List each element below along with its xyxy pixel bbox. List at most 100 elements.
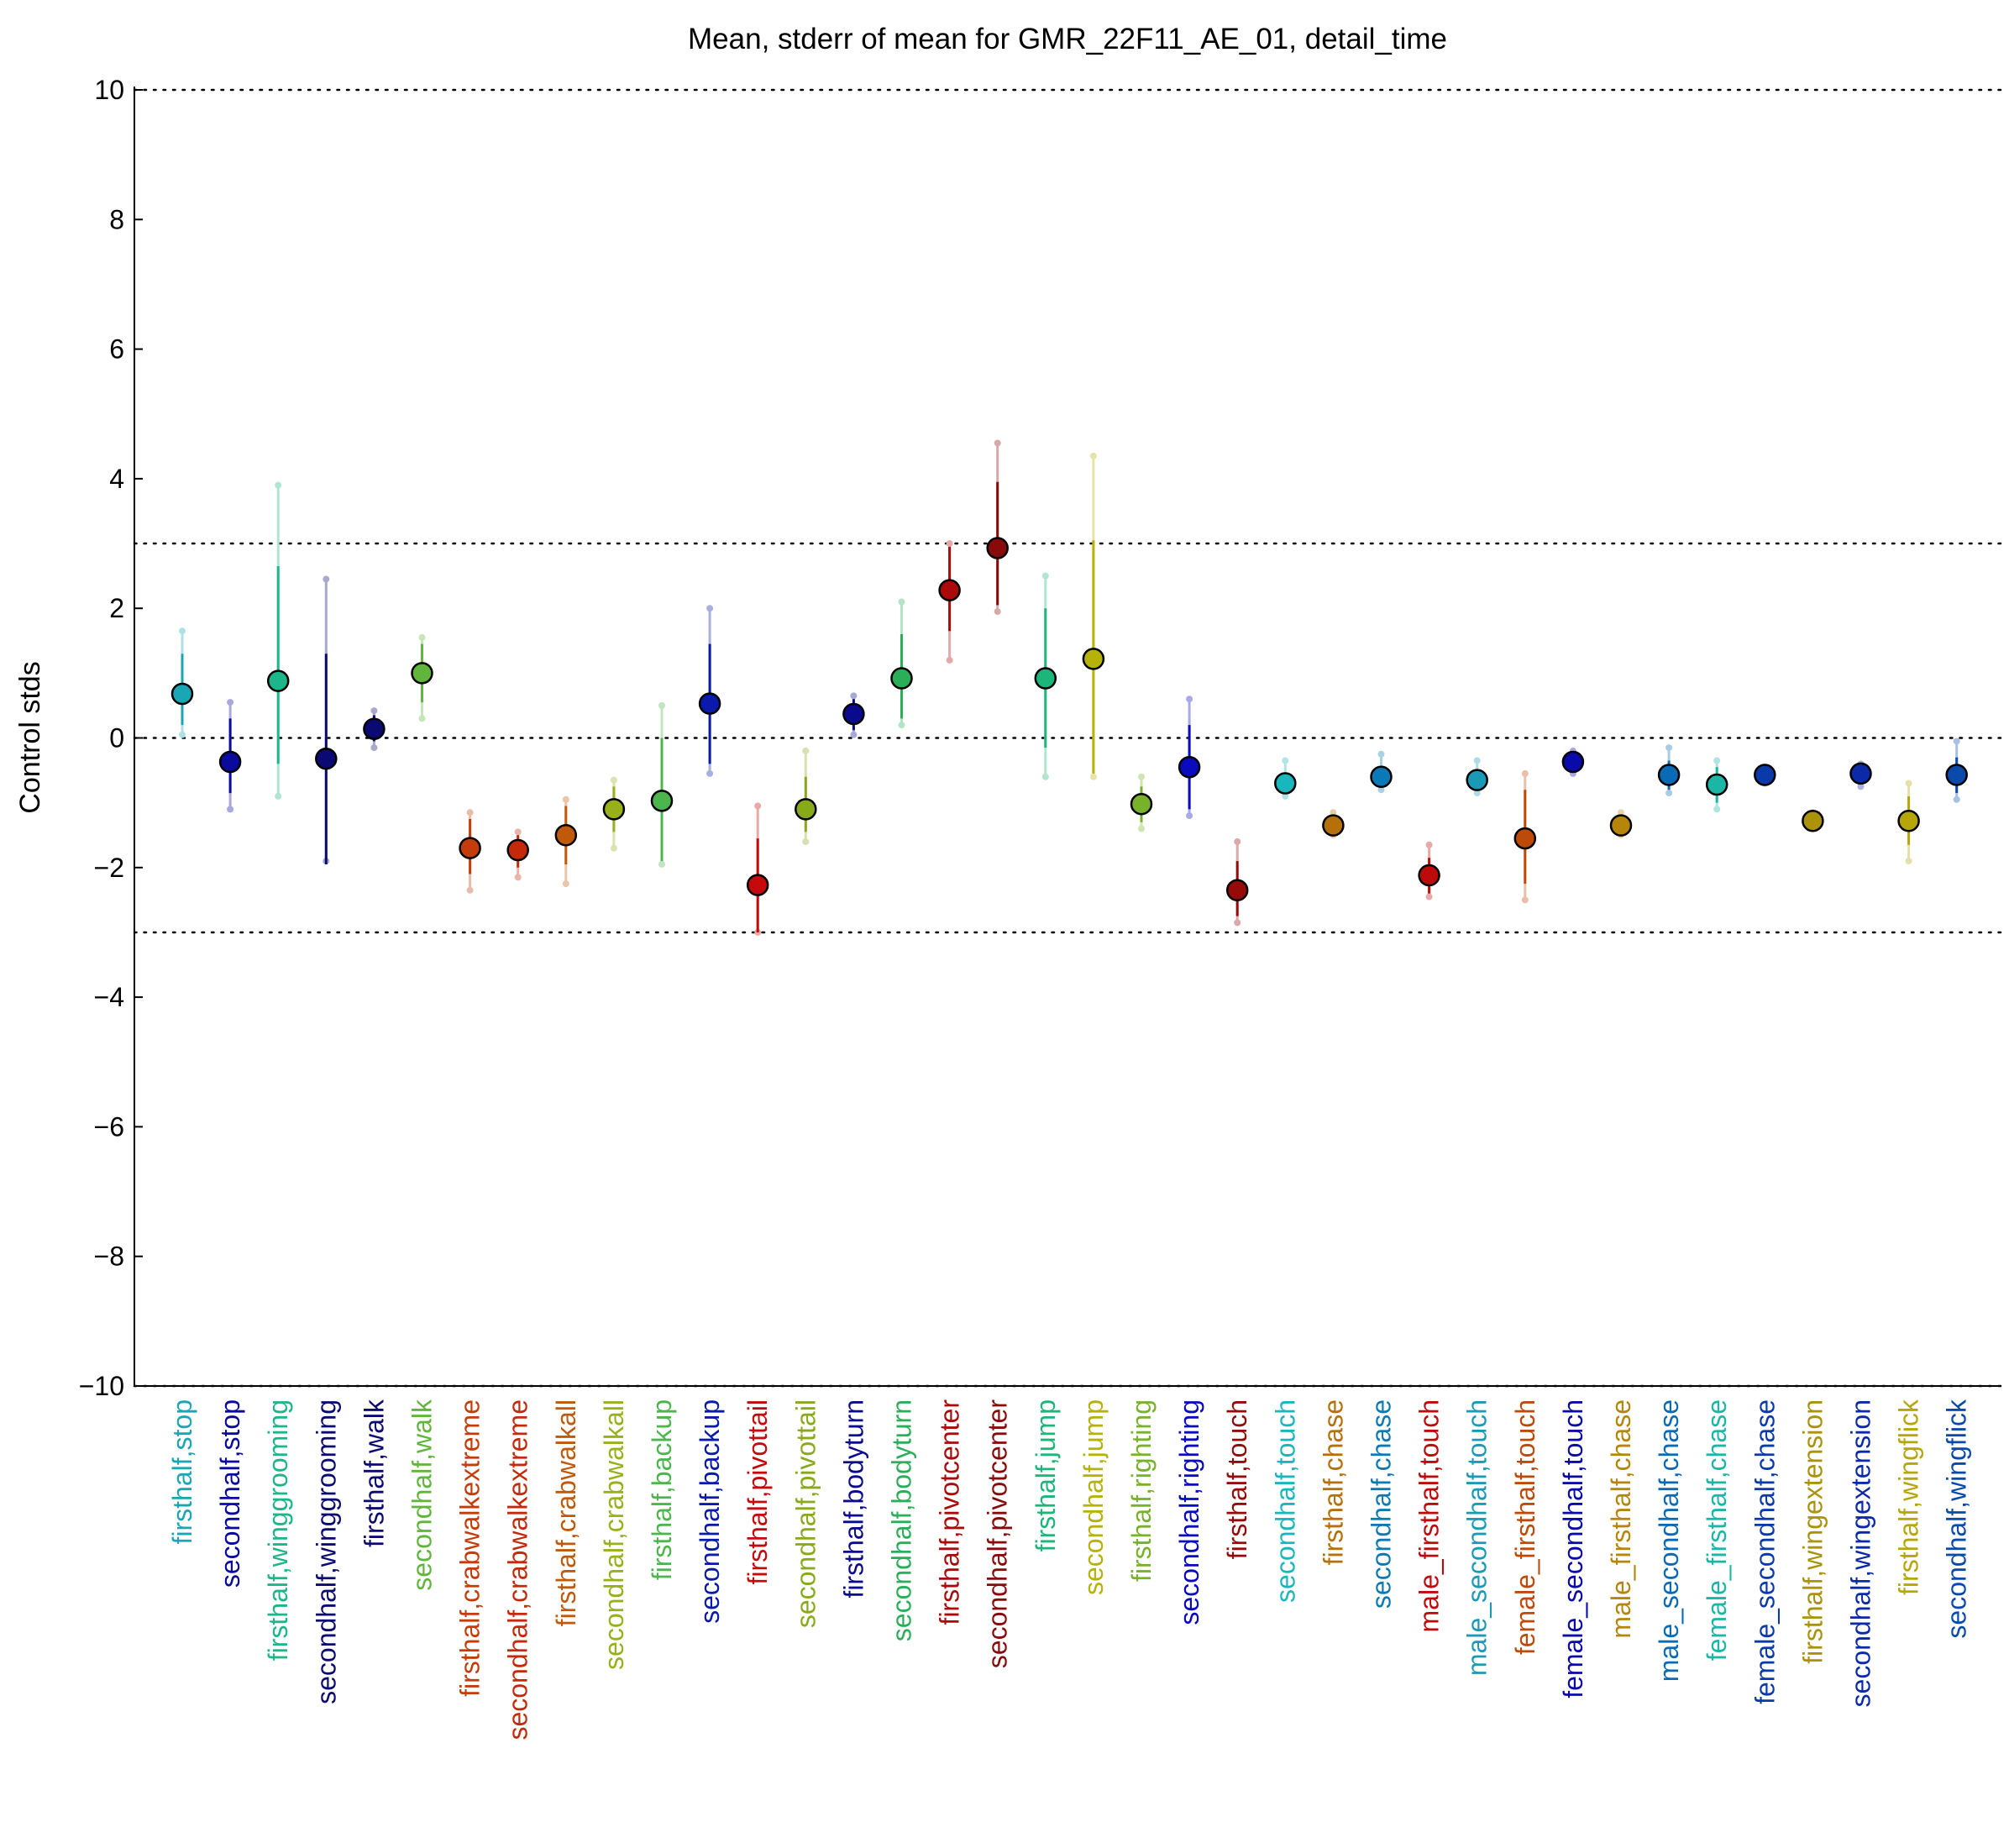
range-high-dot-2 [275,481,282,489]
x-tick-label-31: male_secondhalf,chase [1654,1399,1684,1682]
y-tick-label-3: −4 [94,982,124,1012]
mean-point-29 [1561,750,1585,774]
range-low-dot-37 [1953,795,1960,803]
mean-point-11 [698,692,721,715]
range-low-dot-36 [1905,858,1912,865]
x-tick-label-28: female_firsthalf,touch [1510,1399,1540,1655]
range-low-dot-1 [227,806,234,813]
y-tick-label-5: 0 [109,723,124,753]
x-tick-label-16: firsthalf,pivotcenter [935,1399,965,1625]
y-tick-label-7: 4 [109,464,124,494]
mean-point-1 [218,750,242,774]
mean-point-21 [1178,755,1201,779]
mean-point-33 [1754,764,1776,786]
range-low-dot-20 [1138,825,1145,832]
range-low-dot-4 [370,744,378,752]
mean-point-16 [938,579,961,601]
mean-point-36 [1897,810,1920,832]
mean-point-37 [1945,764,1968,786]
range-high-dot-17 [994,439,1001,447]
mean-point-22 [1225,879,1249,902]
mean-markers [170,537,1968,902]
mean-point-34 [1802,810,1824,832]
range-low-dot-35 [1857,783,1865,790]
range-high-dot-21 [1186,696,1193,703]
range-high-dot-22 [1234,837,1241,845]
x-tick-label-20: firsthalf,righting [1126,1399,1157,1582]
mean-point-20 [1130,792,1153,816]
range-low-dot-8 [562,880,569,888]
range-high-dot-20 [1138,773,1145,780]
range-low-dot-13 [802,837,810,845]
mean-point-4 [363,717,386,740]
range-high-dot-30 [1618,809,1624,816]
x-tick-label-14: firsthalf,bodyturn [838,1399,868,1599]
range-high-dot-13 [802,747,810,754]
range-high-dot-32 [1713,757,1721,764]
x-tick-label-5: secondhalf,walk [407,1399,438,1591]
x-tick-label-2: firsthalf,winggrooming [263,1399,293,1661]
mean-point-13 [795,798,817,821]
mean-point-17 [986,537,1009,559]
range-high-dot-5 [418,633,426,641]
x-tick-label-18: firsthalf,jump [1031,1399,1061,1551]
mean-point-6 [459,837,481,859]
x-tick-label-15: secondhalf,bodyturn [887,1399,917,1641]
range-low-dot-11 [706,769,714,777]
range-high-dot-6 [466,809,474,816]
mean-point-9 [602,798,626,821]
x-tick-label-25: secondhalf,chase [1366,1399,1397,1609]
range-high-dot-24 [1330,809,1337,816]
mean-point-25 [1370,765,1393,789]
x-tick-label-4: firsthalf,walk [359,1399,389,1547]
range-low-dot-17 [994,608,1001,616]
range-high-dot-8 [562,795,569,803]
x-tick-label-34: firsthalf,wingextension [1797,1399,1828,1664]
x-tick-label-13: secondhalf,pivottail [790,1399,821,1628]
mean-point-32 [1705,773,1728,796]
x-tick-label-24: firsthalf,chase [1318,1399,1348,1565]
range-high-dot-19 [1089,452,1097,459]
range-low-dot-18 [1041,773,1049,780]
error-bars [179,439,1960,936]
range-low-dot-5 [418,715,426,722]
range-high-dot-16 [946,540,953,548]
y-tick-label-4: −2 [94,853,124,883]
range-low-dot-28 [1521,896,1529,904]
range-high-dot-7 [514,828,522,836]
mean-point-28 [1513,827,1537,850]
range-low-dot-14 [850,731,858,738]
mean-point-14 [842,702,865,726]
y-axis-label: Control stds [14,661,46,813]
x-tick-label-21: secondhalf,righting [1174,1399,1204,1625]
x-tick-label-0: firsthalf,stop [167,1399,197,1545]
range-low-dot-19 [1089,773,1097,780]
mean-point-30 [1609,814,1633,837]
mean-point-10 [650,790,674,812]
x-tick-label-37: secondhalf,wingflick [1942,1399,1972,1639]
range-high-dot-3 [323,575,330,583]
range-high-dot-1 [227,699,234,706]
range-low-dot-10 [658,860,665,868]
mean-point-23 [1274,772,1297,795]
x-tick-label-29: female_secondhalf,touch [1558,1399,1588,1698]
x-tick-label-9: secondhalf,crabwalkall [599,1399,629,1670]
y-tick-label-0: −10 [79,1371,124,1401]
axes [134,87,2001,1387]
x-tick-label-30: male_firsthalf,chase [1606,1399,1636,1639]
range-high-dot-26 [1425,841,1433,848]
x-tick-label-1: secondhalf,stop [215,1399,245,1588]
range-high-dot-25 [1377,750,1385,758]
mean-point-7 [506,838,529,862]
mean-point-18 [1034,667,1057,690]
range-high-dot-18 [1041,572,1049,580]
range-high-dot-37 [1953,738,1960,745]
x-tick-labels: firsthalf,stop secondhalf,stop firsthalf,w… [167,1399,1972,1740]
mean-point-15 [890,667,913,690]
x-tick-label-36: firsthalf,wingflick [1894,1399,1924,1595]
x-tick-label-12: firsthalf,pivottail [742,1399,773,1585]
x-tick-label-26: male_firsthalf,touch [1414,1399,1445,1632]
range-high-dot-15 [898,598,905,606]
mean-point-2 [266,669,290,692]
